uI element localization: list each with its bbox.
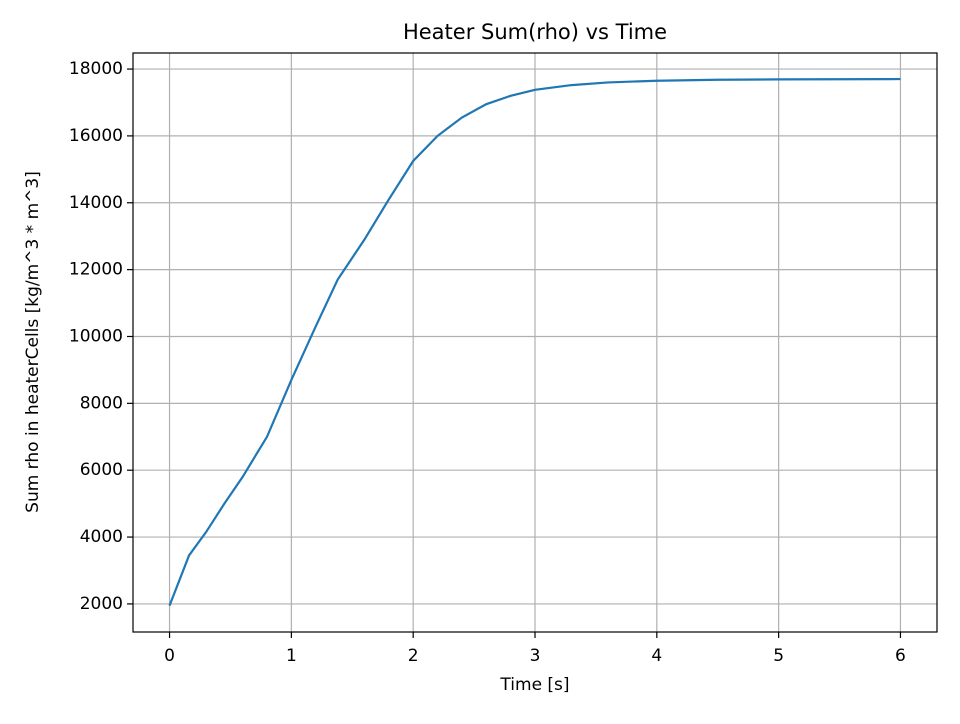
x-tick-label: 3 [530,646,541,666]
x-tick-label: 1 [286,646,297,666]
plot [168,77,901,606]
y-tick-label: 2000 [80,594,123,614]
x-tick-label: 2 [408,646,419,666]
y-tick-label: 14000 [69,193,123,213]
y-axis-label: Sum rho in heaterCells [kg/m^3 * m^3] [23,171,43,513]
y-tick-label: 16000 [69,126,123,146]
y-tick-label: 12000 [69,260,123,280]
y-tick-label: 4000 [80,527,123,547]
y-tick-label: 10000 [69,326,123,346]
y-tick-label: 18000 [69,59,123,79]
x-axis-label: Time [s] [499,675,569,695]
y-tick-label: 8000 [80,393,123,413]
x-tick-label: 5 [773,646,784,666]
grid [133,53,937,632]
x-tick-label: 4 [651,646,662,666]
y-tick-label: 6000 [80,460,123,480]
x-tick-label: 0 [164,646,175,666]
chart-title: Heater Sum(rho) vs Time [403,20,667,44]
x-tick-label: 6 [895,646,906,666]
data-line [168,77,901,606]
